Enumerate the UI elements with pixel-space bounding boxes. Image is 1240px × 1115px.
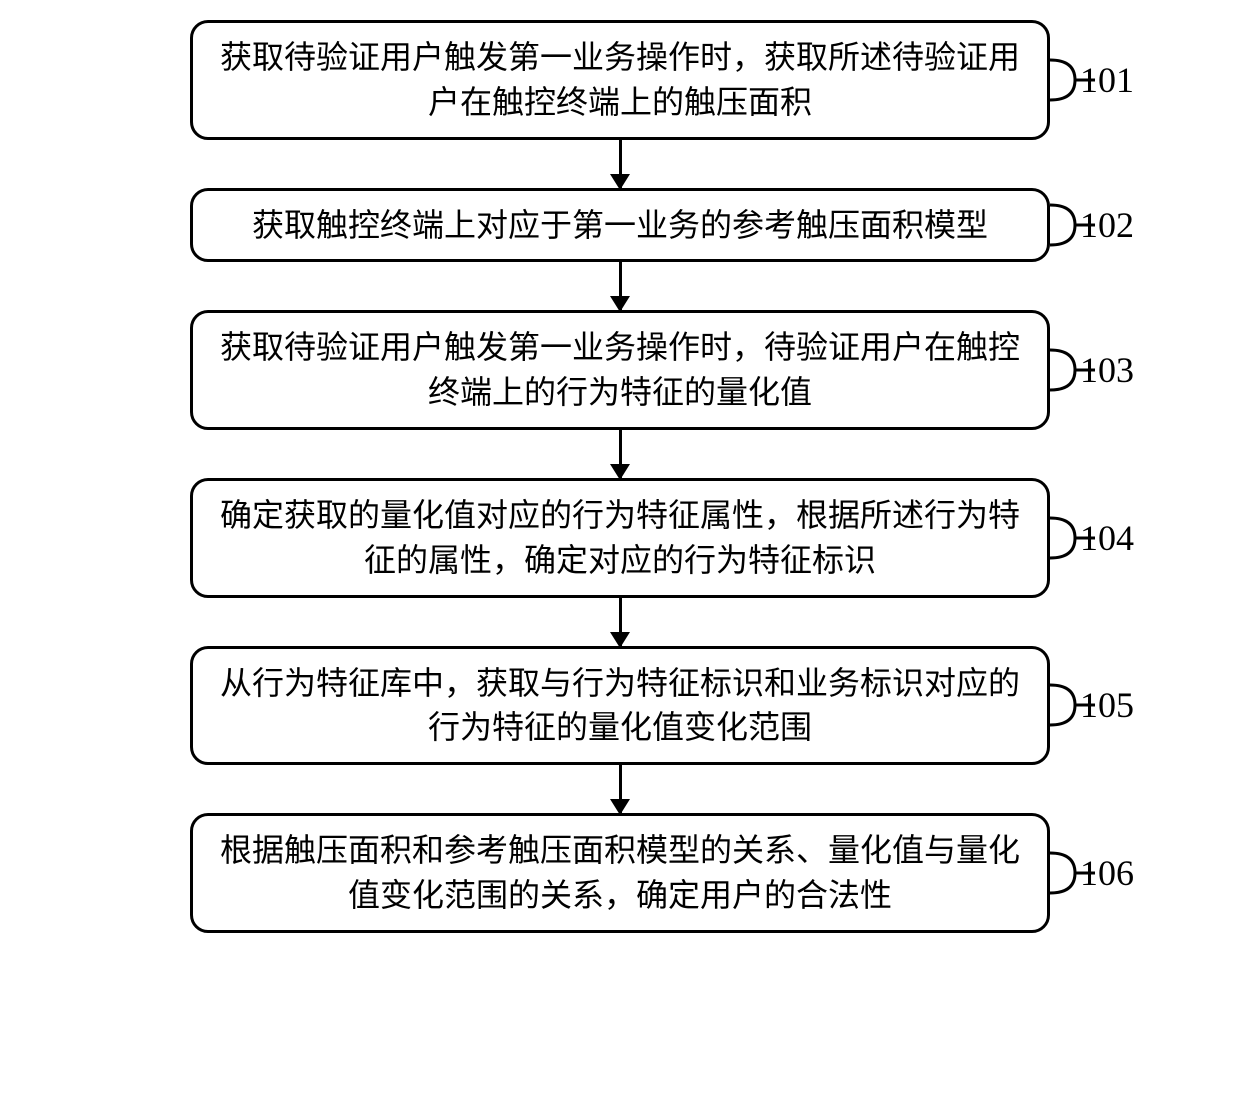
arrow-5 [190,765,1050,813]
step-connector-4: 104 [1050,517,1134,559]
step-text-6: 根据触压面积和参考触压面积模型的关系、量化值与量化值变化范围的关系，确定用户的合… [217,828,1023,918]
step-text-1: 获取待验证用户触发第一业务操作时，获取所述待验证用户在触控终端上的触压面积 [217,35,1023,125]
curve-icon [1050,185,1110,265]
arrow-2 [190,262,1050,310]
step-container-5: 从行为特征库中，获取与行为特征标识和业务标识对应的行为特征的量化值变化范围 10… [70,646,1170,766]
arrow-1 [190,140,1050,188]
step-box-3: 获取待验证用户触发第一业务操作时，待验证用户在触控终端上的行为特征的量化值 [190,310,1050,430]
arrow-icon [619,598,622,646]
step-connector-6: 106 [1050,852,1134,894]
arrow-4 [190,598,1050,646]
step-connector-5: 105 [1050,684,1134,726]
step-connector-1: 101 [1050,59,1134,101]
step-connector-3: 103 [1050,349,1134,391]
step-box-6: 根据触压面积和参考触压面积模型的关系、量化值与量化值变化范围的关系，确定用户的合… [190,813,1050,933]
arrow-icon [619,430,622,478]
step-box-1: 获取待验证用户触发第一业务操作时，获取所述待验证用户在触控终端上的触压面积 [190,20,1050,140]
step-box-2: 获取触控终端上对应于第一业务的参考触压面积模型 [190,188,1050,263]
step-container-2: 获取触控终端上对应于第一业务的参考触压面积模型 102 [70,188,1170,263]
curve-icon [1050,40,1110,120]
flowchart-container: 获取待验证用户触发第一业务操作时，获取所述待验证用户在触控终端上的触压面积 10… [70,20,1170,933]
step-box-4: 确定获取的量化值对应的行为特征属性，根据所述行为特征的属性，确定对应的行为特征标… [190,478,1050,598]
curve-icon [1050,665,1110,745]
step-text-3: 获取待验证用户触发第一业务操作时，待验证用户在触控终端上的行为特征的量化值 [217,325,1023,415]
curve-icon [1050,498,1110,578]
curve-icon [1050,833,1110,913]
curve-icon [1050,330,1110,410]
step-connector-2: 102 [1050,204,1134,246]
step-text-2: 获取触控终端上对应于第一业务的参考触压面积模型 [252,203,988,248]
step-container-6: 根据触压面积和参考触压面积模型的关系、量化值与量化值变化范围的关系，确定用户的合… [70,813,1170,933]
arrow-icon [619,140,622,188]
arrow-icon [619,262,622,310]
step-container-3: 获取待验证用户触发第一业务操作时，待验证用户在触控终端上的行为特征的量化值 10… [70,310,1170,430]
arrow-icon [619,765,622,813]
arrow-3 [190,430,1050,478]
step-box-5: 从行为特征库中，获取与行为特征标识和业务标识对应的行为特征的量化值变化范围 [190,646,1050,766]
step-text-5: 从行为特征库中，获取与行为特征标识和业务标识对应的行为特征的量化值变化范围 [217,661,1023,751]
step-text-4: 确定获取的量化值对应的行为特征属性，根据所述行为特征的属性，确定对应的行为特征标… [217,493,1023,583]
step-container-4: 确定获取的量化值对应的行为特征属性，根据所述行为特征的属性，确定对应的行为特征标… [70,478,1170,598]
step-container-1: 获取待验证用户触发第一业务操作时，获取所述待验证用户在触控终端上的触压面积 10… [70,20,1170,140]
